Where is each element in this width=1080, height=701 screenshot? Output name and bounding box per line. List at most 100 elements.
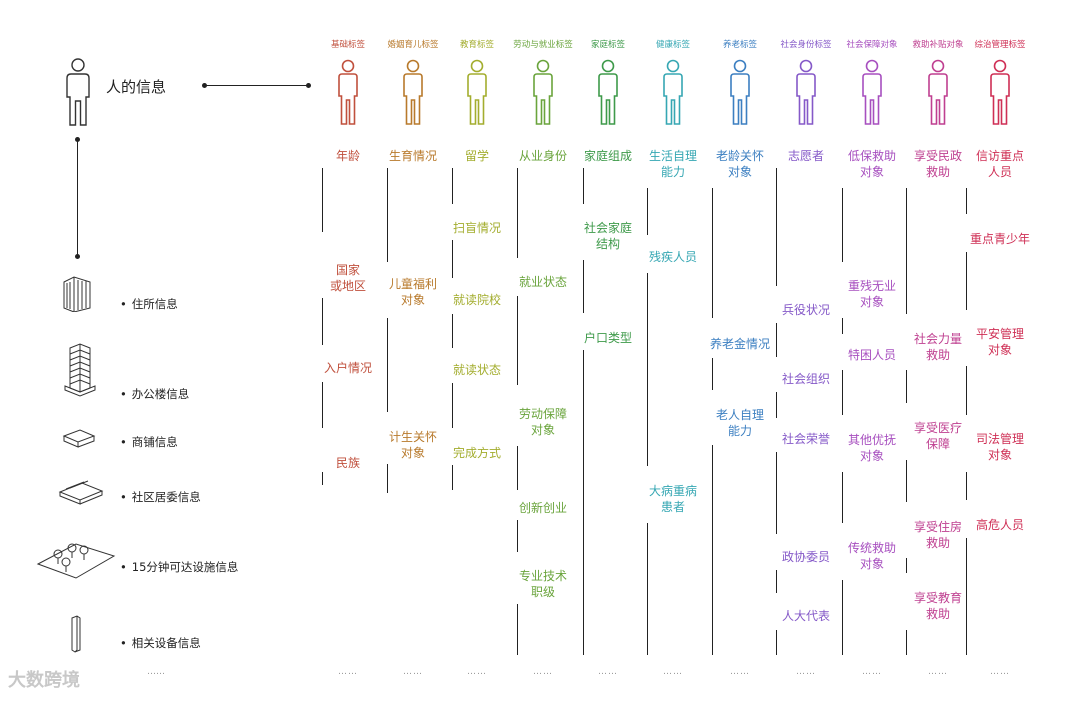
tag-label: 志愿者 bbox=[787, 149, 824, 163]
apartment-building-icon bbox=[63, 276, 91, 312]
person-icon bbox=[532, 58, 554, 126]
column-divider bbox=[842, 370, 843, 415]
tag-label: 生育情况 bbox=[388, 149, 437, 163]
tag-label: 特困人员 bbox=[847, 348, 896, 362]
column-ellipsis: …… bbox=[928, 667, 948, 677]
person-icon bbox=[861, 58, 883, 126]
tag-label: 社会力量 救助 bbox=[913, 332, 962, 362]
column-divider bbox=[842, 188, 843, 262]
person-icon bbox=[337, 58, 359, 126]
tag-label: 计生关怀 对象 bbox=[388, 430, 437, 460]
column-divider bbox=[966, 188, 967, 214]
person-icon bbox=[402, 58, 424, 126]
column-divider bbox=[387, 318, 388, 412]
column-divider bbox=[583, 168, 584, 204]
tag-header: 婚姻育儿标签 bbox=[387, 40, 439, 50]
column-divider bbox=[322, 382, 323, 428]
column-divider bbox=[712, 188, 713, 318]
column-divider bbox=[776, 168, 777, 286]
connector-vertical bbox=[75, 137, 80, 259]
device-pillar-icon bbox=[71, 615, 81, 653]
tag-label: 社会荣誉 bbox=[781, 432, 830, 446]
tag-label: 重残无业 对象 bbox=[847, 279, 896, 309]
tag-label: 人大代表 bbox=[781, 609, 830, 623]
column-divider bbox=[906, 460, 907, 502]
column-divider bbox=[583, 260, 584, 313]
tag-label: 专业技术 职级 bbox=[518, 569, 567, 599]
tag-label: 传统救助 对象 bbox=[847, 541, 896, 571]
column-divider bbox=[647, 188, 648, 235]
column-divider bbox=[906, 370, 907, 403]
left-item-office: 办公楼信息 bbox=[120, 386, 190, 402]
tag-label: 就读状态 bbox=[452, 363, 501, 377]
tag-header: 基础标签 bbox=[330, 40, 365, 50]
column-divider bbox=[517, 604, 518, 655]
tag-label: 从业身份 bbox=[518, 149, 567, 163]
tag-label: 劳动保障 对象 bbox=[518, 407, 567, 437]
tag-header: 家庭标签 bbox=[590, 40, 625, 50]
tag-label: 老龄关怀 对象 bbox=[715, 149, 764, 179]
column-divider bbox=[387, 168, 388, 262]
tag-header: 劳动与就业标签 bbox=[513, 40, 573, 50]
watermark: 大数跨境 bbox=[8, 670, 80, 691]
tag-label: 国家 或地区 bbox=[329, 263, 366, 293]
tag-label: 社会组织 bbox=[781, 372, 830, 386]
column-divider bbox=[712, 445, 713, 655]
column-divider bbox=[966, 472, 967, 500]
person-icon bbox=[662, 58, 684, 126]
tag-label: 扫盲情况 bbox=[452, 221, 501, 235]
tag-header: 养老标签 bbox=[722, 40, 757, 50]
tag-label: 养老金情况 bbox=[709, 337, 770, 351]
column-ellipsis: …… bbox=[533, 667, 553, 677]
column-divider bbox=[776, 392, 777, 418]
tag-label: 年龄 bbox=[335, 149, 360, 163]
tag-label: 老人自理 能力 bbox=[715, 408, 764, 438]
tag-header: 健康标签 bbox=[655, 40, 690, 50]
column-ellipsis: …… bbox=[467, 667, 487, 677]
column-divider bbox=[966, 538, 967, 655]
column-divider bbox=[452, 168, 453, 204]
tag-label: 就读院校 bbox=[452, 293, 501, 307]
tag-label: 享受住房 救助 bbox=[913, 520, 962, 550]
column-divider bbox=[452, 240, 453, 278]
left-ellipsis: …… bbox=[147, 667, 165, 677]
tag-label: 残疾人员 bbox=[648, 250, 697, 264]
column-divider bbox=[776, 323, 777, 357]
person-icon bbox=[597, 58, 619, 126]
column-ellipsis: …… bbox=[403, 667, 423, 677]
column-divider bbox=[452, 465, 453, 490]
tag-label: 儿童福利 对象 bbox=[388, 277, 437, 307]
person-icon bbox=[927, 58, 949, 126]
shop-block-icon bbox=[62, 429, 96, 448]
left-item-device: 相关设备信息 bbox=[120, 635, 201, 651]
column-ellipsis: …… bbox=[338, 667, 358, 677]
connector-horizontal bbox=[202, 83, 311, 88]
tag-label: 生活自理 能力 bbox=[648, 149, 697, 179]
column-divider bbox=[452, 314, 453, 348]
tag-label: 信访重点 人员 bbox=[975, 149, 1024, 179]
tag-header: 教育标签 bbox=[459, 40, 494, 50]
tag-label: 司法管理 对象 bbox=[975, 432, 1024, 462]
column-divider bbox=[966, 252, 967, 310]
tag-label: 低保救助 对象 bbox=[847, 149, 896, 179]
person-icon-main bbox=[66, 58, 90, 126]
tag-header: 救助补贴对象 bbox=[912, 40, 964, 50]
left-item-shop: 商铺信息 bbox=[120, 434, 178, 450]
column-ellipsis: …… bbox=[598, 667, 618, 677]
column-divider bbox=[322, 472, 323, 485]
tag-label: 高危人员 bbox=[975, 518, 1024, 532]
tag-label: 政协委员 bbox=[781, 550, 830, 564]
column-divider bbox=[517, 520, 518, 552]
column-divider bbox=[517, 296, 518, 385]
community-building-icon bbox=[58, 480, 104, 505]
left-item-residence: 住所信息 bbox=[120, 296, 178, 312]
person-icon bbox=[729, 58, 751, 126]
column-divider bbox=[647, 273, 648, 466]
person-icon bbox=[795, 58, 817, 126]
column-divider bbox=[906, 188, 907, 314]
column-divider bbox=[517, 446, 518, 490]
tag-label: 留学 bbox=[464, 149, 489, 163]
person-icon bbox=[989, 58, 1011, 126]
column-ellipsis: …… bbox=[990, 667, 1010, 677]
column-divider bbox=[712, 358, 713, 390]
